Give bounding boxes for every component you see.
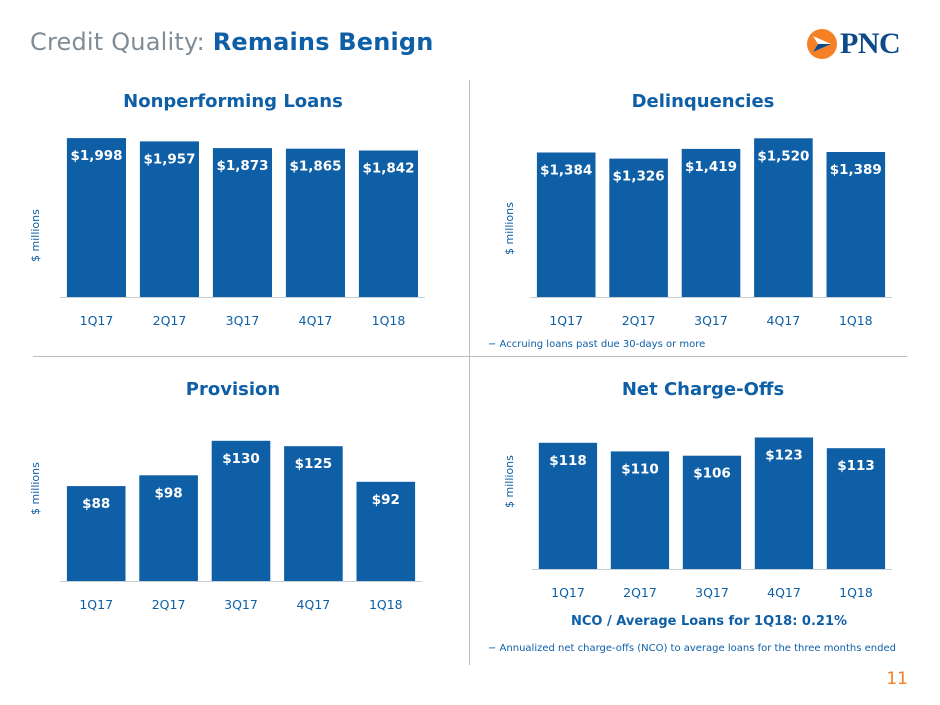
x-tick-label: 3Q17 bbox=[224, 597, 258, 612]
data-label: $88 bbox=[82, 496, 110, 512]
data-label: $98 bbox=[155, 485, 183, 501]
bar-3q17 bbox=[211, 440, 271, 581]
bar-4q17 bbox=[285, 148, 345, 297]
x-tick-label: 3Q17 bbox=[695, 585, 729, 600]
bar-1q17 bbox=[536, 152, 596, 297]
x-tick-label: 4Q17 bbox=[767, 313, 801, 328]
data-label: $1,842 bbox=[362, 161, 414, 177]
vertical-divider bbox=[469, 80, 470, 665]
bar-1q17 bbox=[66, 486, 126, 581]
horizontal-divider bbox=[33, 356, 907, 357]
bar-3q17 bbox=[212, 148, 272, 297]
page-title: Credit Quality: Remains Benign bbox=[30, 28, 434, 56]
data-label: $123 bbox=[765, 448, 803, 464]
y-axis-label: $ millions bbox=[29, 462, 42, 515]
bar-4q17 bbox=[754, 437, 814, 569]
bar-1q17 bbox=[538, 442, 598, 569]
data-label: $106 bbox=[693, 466, 731, 482]
x-tick-label: 2Q17 bbox=[152, 597, 186, 612]
bar-2q17 bbox=[139, 475, 198, 581]
x-tick-label: 4Q17 bbox=[297, 597, 331, 612]
data-label: $1,873 bbox=[216, 158, 268, 174]
x-tick-label: 1Q18 bbox=[839, 585, 873, 600]
bar-1q18 bbox=[826, 152, 886, 297]
x-tick-label: 1Q18 bbox=[369, 597, 403, 612]
x-tick-label: 1Q17 bbox=[551, 585, 585, 600]
chart-title-delinquencies: Delinquencies bbox=[631, 91, 775, 112]
bar-1q18 bbox=[356, 481, 416, 581]
chart-title-nonperforming-loans: Nonperforming Loans bbox=[123, 91, 343, 112]
page-number: 11 bbox=[886, 669, 908, 689]
chart-title-provision: Provision bbox=[185, 379, 281, 400]
chart-title-net-charge-offs: Net Charge-Offs bbox=[621, 379, 785, 400]
data-label: $125 bbox=[295, 456, 333, 472]
data-label: $1,419 bbox=[685, 159, 737, 175]
x-tick-label: 3Q17 bbox=[226, 313, 260, 328]
x-tick-label: 1Q17 bbox=[79, 597, 113, 612]
x-tick-label: 4Q17 bbox=[299, 313, 333, 328]
data-label: $113 bbox=[837, 458, 875, 474]
x-tick-label: 1Q17 bbox=[80, 313, 114, 328]
provision-chart: $88 1Q17 $98 2Q17 $130 3Q17 $125 4Q17 $92 1Q18 bbox=[60, 440, 422, 612]
bar-2q17 bbox=[610, 451, 670, 569]
x-tick-label: 1Q18 bbox=[372, 313, 406, 328]
data-label: $1,998 bbox=[70, 148, 122, 164]
bar-1q17 bbox=[66, 138, 126, 297]
data-label: $118 bbox=[549, 453, 587, 469]
logo-wordmark: PNC bbox=[840, 27, 901, 60]
y-axis-label: $ millions bbox=[29, 209, 42, 262]
pnc-logo: PNC bbox=[806, 26, 916, 62]
delinquencies-chart: $1,384 1Q17 $1,326 2Q17 $1,419 3Q17 $1,520 4Q17… bbox=[530, 138, 892, 328]
x-tick-label: 1Q18 bbox=[839, 313, 873, 328]
y-axis-label: $ millions bbox=[503, 455, 516, 508]
pnc-logo-icon bbox=[807, 29, 837, 59]
x-tick-label: 1Q17 bbox=[549, 313, 583, 328]
data-label: $130 bbox=[222, 451, 260, 467]
bar-2q17 bbox=[139, 141, 199, 297]
delinquencies-footnote: − Accruing loans past due 30-days or mor… bbox=[488, 339, 706, 350]
net-charge-offs-chart: $118 1Q17 $110 2Q17 $106 3Q17 $123 4Q17 $113 1Q18 bbox=[532, 437, 892, 600]
data-label: $110 bbox=[621, 461, 659, 477]
x-tick-label: 4Q17 bbox=[767, 585, 801, 600]
bar-4q17 bbox=[754, 138, 813, 297]
title-prefix: Credit Quality: bbox=[30, 28, 213, 56]
x-tick-label: 2Q17 bbox=[623, 585, 657, 600]
data-label: $1,957 bbox=[143, 151, 195, 167]
bar-2q17 bbox=[609, 158, 668, 297]
x-tick-label: 2Q17 bbox=[153, 313, 187, 328]
bar-3q17 bbox=[682, 455, 742, 569]
nco-ratio: NCO / Average Loans for 1Q18: 0.21% bbox=[571, 614, 848, 629]
data-label: $1,384 bbox=[540, 163, 592, 179]
bar-1q18 bbox=[826, 448, 886, 569]
x-tick-label: 2Q17 bbox=[622, 313, 656, 328]
x-tick-label: 3Q17 bbox=[694, 313, 728, 328]
bar-3q17 bbox=[681, 148, 741, 297]
nonperforming-loans-chart: $1,998 1Q17 $1,957 2Q17 $1,873 3Q17 $1,865 4Q17… bbox=[60, 138, 425, 328]
net-charge-offs-footnote: − Annualized net charge-offs (NCO) to av… bbox=[488, 643, 896, 654]
title-emphasis: Remains Benign bbox=[212, 28, 434, 56]
data-label: $92 bbox=[372, 492, 400, 508]
data-label: $1,389 bbox=[830, 162, 882, 178]
bar-1q18 bbox=[358, 150, 418, 297]
data-label: $1,520 bbox=[757, 148, 809, 164]
bar-4q17 bbox=[284, 446, 343, 581]
data-label: $1,326 bbox=[613, 169, 665, 185]
data-label: $1,865 bbox=[289, 159, 341, 175]
y-axis-label: $ millions bbox=[503, 202, 516, 255]
